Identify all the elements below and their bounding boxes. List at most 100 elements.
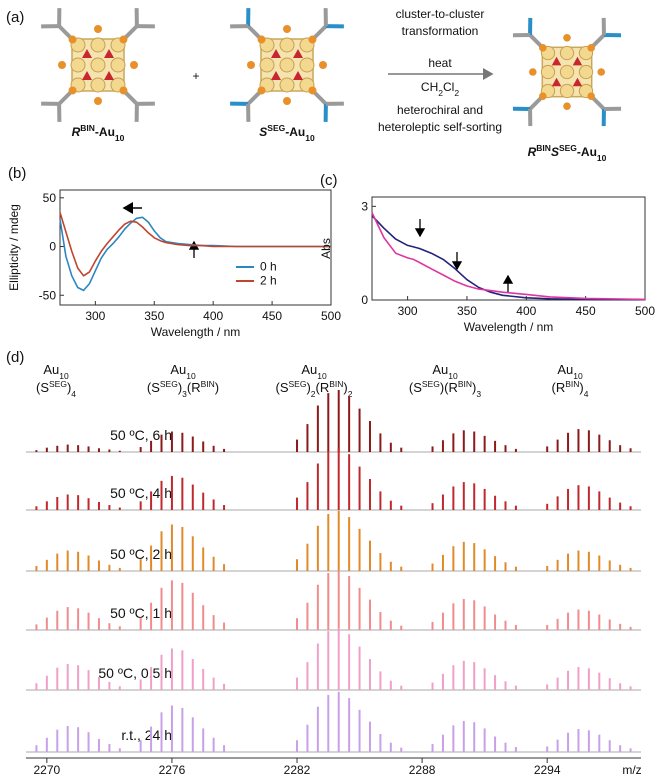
x-axis-label: m/z	[622, 763, 641, 777]
text-part: -Au	[577, 145, 597, 159]
x-tick-label: 400	[516, 304, 536, 318]
phosphorus-atom	[94, 97, 102, 105]
compound-label: RBINSSEG-Au10	[528, 143, 607, 163]
panel-label: (c)	[320, 172, 338, 189]
page: { "panel_a": { "label": "(a)", "compound…	[0, 0, 660, 778]
reaction-text: heteroleptic self-sorting	[378, 120, 502, 134]
text-part: 10	[115, 133, 125, 143]
text-part: SEG	[289, 379, 307, 389]
phosphorus-atom	[283, 25, 291, 33]
phosphorus-atom	[319, 61, 327, 69]
text-part: (S	[276, 380, 289, 395]
gold-atom	[300, 58, 314, 72]
legend-label: 2 h	[260, 274, 277, 288]
phosphorus-atom	[563, 102, 571, 110]
gold-atom	[71, 58, 85, 72]
x-tick-label: 400	[203, 309, 223, 323]
y-tick-label: 3	[361, 199, 368, 213]
x-tick-label: 2282	[284, 763, 311, 777]
text-part: Au	[432, 362, 448, 377]
text-part: SEG	[267, 123, 285, 133]
phosphorus-atom	[58, 61, 66, 69]
gold-atom	[560, 84, 573, 97]
text-part: -Au	[285, 125, 305, 139]
text-part: SEG	[559, 143, 577, 153]
phosphorus-atom	[69, 86, 77, 94]
gold-atom	[560, 65, 573, 78]
phosphorus-atom	[247, 61, 255, 69]
reaction-text: transformation	[402, 24, 479, 38]
text-part: BIN	[329, 379, 343, 389]
compound-label: RBIN-Au10	[72, 123, 125, 143]
cluster-label: (SSEG)4	[36, 379, 76, 399]
text-part: BIN	[536, 143, 551, 153]
y-tick-label: -50	[39, 288, 57, 302]
text-part: (R	[316, 380, 330, 395]
reaction-condition: heat	[428, 56, 452, 70]
text-part: 2	[454, 88, 459, 98]
text-part: R	[528, 145, 537, 159]
solvent: CH2Cl2	[421, 80, 459, 98]
text-part: )	[215, 380, 219, 395]
gold-atom	[579, 65, 592, 78]
x-tick-label: 2270	[33, 763, 60, 777]
y-tick-label: 0	[49, 240, 56, 254]
text-part: BIN	[565, 379, 579, 389]
cluster-label: (SSEG)(RBIN)3	[409, 379, 482, 399]
gold-atom	[541, 65, 554, 78]
panel-label: (a)	[6, 9, 24, 26]
x-axis-label: Wavelength / nm	[151, 325, 241, 339]
text-part: (S	[36, 380, 49, 395]
text-part: Au	[43, 362, 59, 377]
phosphorus-atom	[587, 92, 595, 100]
figure: (a) + RBIN-Au10 SSEG-Au10 RBINSSEG-Au10 …	[0, 0, 660, 778]
panel-label: (d)	[6, 349, 24, 366]
text-part: CH	[421, 80, 438, 94]
gold-atom	[91, 38, 105, 52]
x-tick-label: 2288	[409, 763, 436, 777]
phosphorus-atom	[563, 34, 571, 42]
x-tick-label: 350	[144, 309, 164, 323]
phosphorus-atom	[587, 44, 595, 52]
text-part: S	[551, 145, 559, 159]
text-part: Au	[557, 362, 573, 377]
legend-label: 0 h	[260, 260, 277, 274]
text-part: R	[72, 125, 81, 139]
panel-label: (b)	[8, 165, 26, 182]
text-part: )(R	[440, 380, 458, 395]
gold-atom	[260, 58, 274, 72]
phosphorus-atom	[308, 86, 316, 94]
x-tick-label: 500	[321, 309, 341, 323]
phosphorus-atom	[94, 25, 102, 33]
plus-sign: +	[192, 69, 199, 83]
x-tick-label: 300	[398, 304, 418, 318]
phosphorus-atom	[258, 86, 266, 94]
text-part: S	[259, 125, 267, 139]
x-tick-label: 350	[457, 304, 477, 318]
x-axis-label: Wavelength / nm	[464, 320, 554, 334]
text-part: (S	[409, 380, 422, 395]
text-part: 3	[476, 389, 481, 399]
gold-atom	[280, 58, 294, 72]
gold-atom	[280, 78, 294, 92]
text-part: -Au	[95, 125, 115, 139]
y-tick-label: 50	[43, 191, 57, 205]
phosphorus-atom	[69, 36, 77, 44]
x-tick-label: 2276	[159, 763, 186, 777]
trace-label: 50 ºC, 4 h	[110, 485, 172, 501]
gold-atom	[280, 38, 294, 52]
text-part: BIN	[201, 379, 215, 389]
text-part: (R	[187, 380, 201, 395]
gold-atom	[111, 58, 125, 72]
gold-atom	[91, 58, 105, 72]
phosphorus-atom	[258, 36, 266, 44]
plot-frame	[60, 190, 331, 305]
text-part: 10	[597, 153, 607, 163]
cluster-label: (RBIN)4	[552, 379, 589, 399]
cluster-label: (SSEG)3(RBIN)	[147, 379, 219, 399]
y-axis-label: Abs	[319, 238, 333, 259]
phosphorus-atom	[283, 97, 291, 105]
text-part: SEG	[49, 379, 67, 389]
phosphorus-atom	[529, 68, 537, 76]
text-part: SEG	[422, 379, 440, 389]
